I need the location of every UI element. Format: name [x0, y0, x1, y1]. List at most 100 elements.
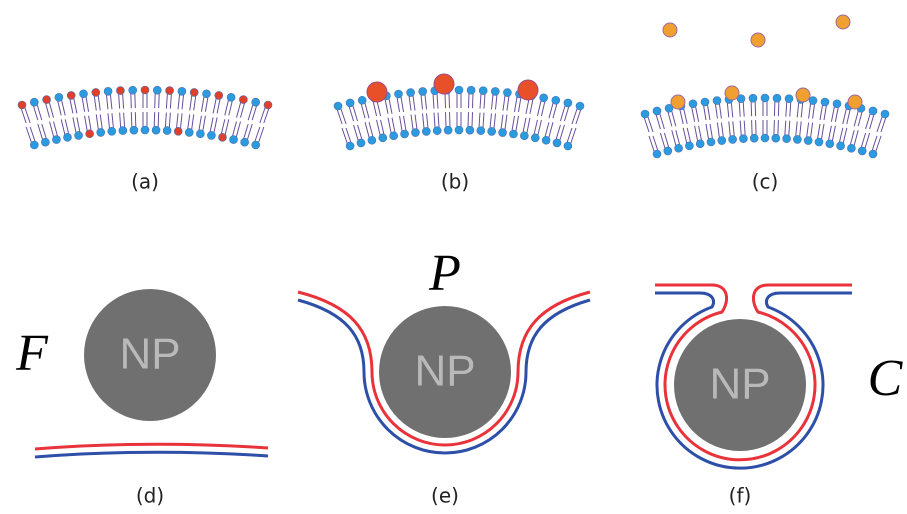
- lipid-head: [92, 88, 100, 96]
- lipid-head: [401, 130, 409, 138]
- molecule: [836, 15, 850, 29]
- lipid-head: [455, 86, 463, 94]
- state-symbol: F: [15, 325, 49, 382]
- lipid-head: [499, 129, 507, 137]
- lipid-head: [750, 134, 758, 142]
- lipid-head: [141, 86, 149, 94]
- lipid-head: [252, 98, 260, 106]
- lipid-head: [75, 131, 83, 139]
- lipid-head: [411, 129, 419, 137]
- lipid-head: [833, 100, 841, 108]
- lipid-head: [190, 88, 198, 96]
- lipid-head: [564, 142, 572, 150]
- molecule: [663, 23, 677, 37]
- lipid-head: [542, 136, 550, 144]
- molecule: [751, 33, 765, 47]
- lipid-head: [749, 94, 757, 102]
- lipid-head: [793, 135, 801, 143]
- lipid-head: [858, 147, 866, 155]
- lipid-head: [334, 102, 342, 110]
- panel-label: (f): [729, 484, 752, 508]
- lipid-head: [196, 130, 204, 138]
- lipid-head: [241, 138, 249, 146]
- lipid-head: [509, 130, 517, 138]
- lipid-head: [166, 87, 174, 95]
- lipid-head: [564, 99, 572, 107]
- lipid-head: [153, 86, 161, 94]
- lipid-head: [653, 107, 661, 115]
- membrane-inner: [35, 452, 268, 457]
- lipid-head: [869, 150, 877, 158]
- molecule: [725, 86, 739, 100]
- lipid-head: [174, 127, 182, 135]
- lipid-head: [847, 144, 855, 152]
- lipid-head: [552, 96, 560, 104]
- particle-label: NP: [709, 360, 770, 409]
- panel-label: (d): [136, 484, 164, 508]
- lipid-head: [358, 96, 366, 104]
- lipid-head: [97, 128, 105, 136]
- lipid-head: [30, 98, 38, 106]
- lipid-head: [129, 86, 137, 94]
- lipid-head: [809, 97, 817, 105]
- molecule: [848, 95, 862, 109]
- lipid-head: [488, 127, 496, 135]
- lipid-head: [230, 136, 238, 144]
- lipid-head: [346, 99, 354, 107]
- lipid-head: [152, 126, 160, 134]
- lipid-head: [467, 86, 475, 94]
- lipid-head: [379, 134, 387, 142]
- lipid-head: [701, 98, 709, 106]
- lipid-head: [729, 135, 737, 143]
- lipid-head: [466, 126, 474, 134]
- lipid-head: [685, 142, 693, 150]
- lipid-head: [815, 138, 823, 146]
- membrane-outer: [35, 444, 268, 449]
- state-symbol: C: [868, 350, 904, 407]
- adsorbed-molecule: [367, 82, 387, 102]
- lipid-head: [479, 87, 487, 95]
- lipid-head: [422, 127, 430, 135]
- lipid-head: [419, 87, 427, 95]
- lipid-head: [531, 134, 539, 142]
- lipid-head: [785, 95, 793, 103]
- lipid-head: [52, 136, 60, 144]
- lipid-head: [713, 97, 721, 105]
- lipid-head: [696, 140, 704, 148]
- lipid-head: [227, 93, 235, 101]
- lipid-head: [346, 142, 354, 150]
- lipid-head: [433, 127, 441, 135]
- lipid-head: [761, 94, 769, 102]
- lipid-head: [503, 89, 511, 97]
- lipid-head: [689, 100, 697, 108]
- lipid-head: [119, 127, 127, 135]
- lipid-head: [67, 91, 75, 99]
- lipid-head: [203, 90, 211, 98]
- lipid-head: [55, 93, 63, 101]
- lipid-head: [390, 132, 398, 140]
- lipid-head: [881, 110, 889, 118]
- particle-label: NP: [119, 330, 180, 379]
- lipid-head: [104, 87, 112, 95]
- lipid-head: [252, 141, 260, 149]
- lipid-head: [491, 87, 499, 95]
- lipid-head: [357, 139, 365, 147]
- lipid-head: [407, 89, 415, 97]
- molecule: [796, 88, 810, 102]
- figure: (a) (b) (c) (d) (e) (f) NP NP NP F P C: [0, 0, 907, 514]
- lipid-head: [18, 101, 26, 109]
- lipid-head: [477, 127, 485, 135]
- lipid-head: [80, 90, 88, 98]
- adsorbed-molecule: [518, 80, 538, 100]
- lipid-head: [718, 137, 726, 145]
- lipid-head: [163, 127, 171, 135]
- lipid-head: [761, 134, 769, 142]
- panel-label: (b): [441, 170, 469, 194]
- lipid-head: [444, 126, 452, 134]
- lipid-head: [772, 134, 780, 142]
- lipid-head: [826, 140, 834, 148]
- lipid-head: [64, 133, 72, 141]
- lipid-head: [185, 128, 193, 136]
- lipid-head: [553, 139, 561, 147]
- lipid-head: [141, 126, 149, 134]
